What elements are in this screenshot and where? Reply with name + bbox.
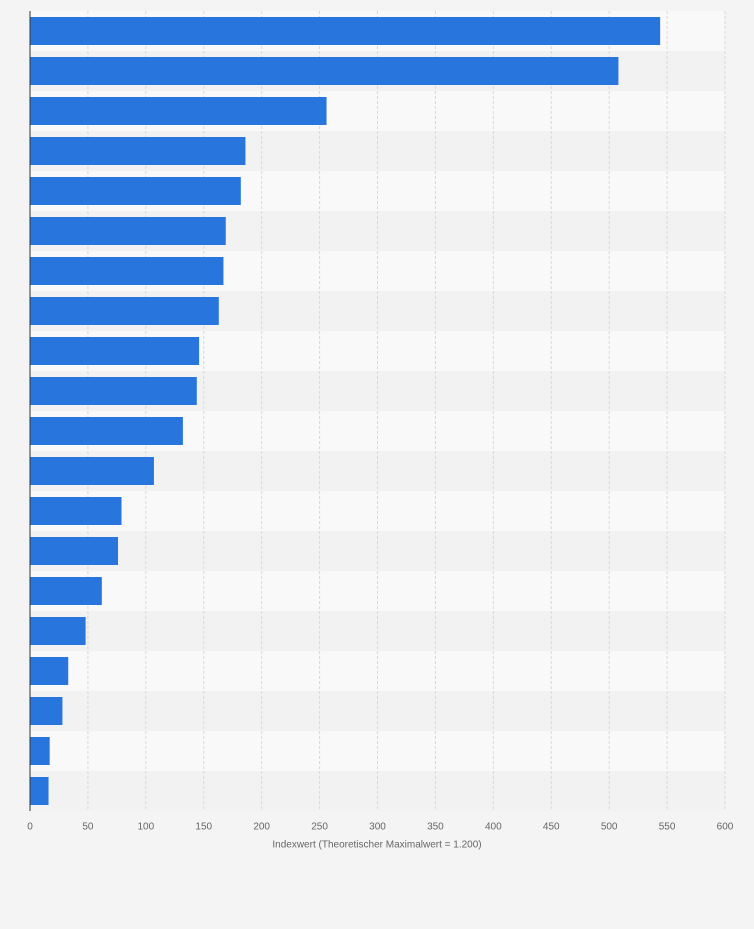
x-tick-label: 250 (311, 822, 328, 833)
x-axis-label: Indexwert (Theoretischer Maximalwert = 1… (272, 840, 481, 851)
bar (30, 137, 246, 165)
x-tick-label: 50 (82, 822, 94, 833)
bar (30, 777, 49, 805)
x-tick-label: 0 (27, 822, 33, 833)
bar (30, 457, 154, 485)
x-tick-label: 550 (659, 822, 676, 833)
bar (30, 17, 661, 45)
bar (30, 577, 102, 605)
x-tick-label: 300 (369, 822, 386, 833)
x-tick-label: 150 (195, 822, 212, 833)
bar (30, 177, 241, 205)
x-tick-label: 500 (601, 822, 618, 833)
bar (30, 497, 122, 525)
bar (30, 377, 197, 405)
bar (30, 217, 226, 245)
bar (30, 617, 86, 645)
bar (30, 417, 183, 445)
x-tick-label: 200 (253, 822, 270, 833)
x-tick-label: 400 (485, 822, 502, 833)
bar (30, 257, 224, 285)
bar (30, 337, 200, 365)
bar (30, 737, 50, 765)
x-tick-label: 600 (717, 822, 734, 833)
bar (30, 537, 119, 565)
bar (30, 97, 327, 125)
bar (30, 657, 69, 685)
bar (30, 297, 219, 325)
bar (30, 697, 63, 725)
x-tick-label: 100 (137, 822, 154, 833)
bar (30, 57, 619, 85)
x-tick-label: 350 (427, 822, 444, 833)
x-tick-label: 450 (543, 822, 560, 833)
